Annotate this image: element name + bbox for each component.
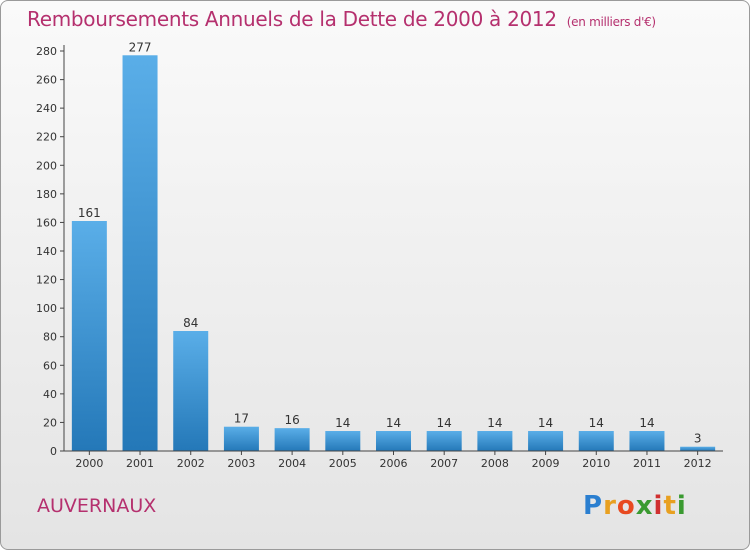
chart-title-text: Remboursements Annuels de la Dette de 20… <box>27 7 557 31</box>
logo-letter: i <box>653 491 664 521</box>
x-tick-label-2007: 2007 <box>430 457 458 470</box>
y-tick-label: 280 <box>36 45 57 58</box>
bar-2012 <box>680 446 716 451</box>
data-label-2001: 277 <box>129 40 152 54</box>
x-tick-label-2009: 2009 <box>532 457 560 470</box>
y-tick-label: 20 <box>43 416 57 429</box>
y-tick-label: 260 <box>36 74 57 87</box>
data-label-2007: 14 <box>437 416 452 430</box>
x-tick-label-2003: 2003 <box>227 457 255 470</box>
proxiti-logo: Proxiti <box>583 491 687 521</box>
data-label-2002: 84 <box>183 316 198 330</box>
x-tick-label-2004: 2004 <box>278 457 306 470</box>
logo-letter: r <box>603 491 617 521</box>
data-label-2011: 14 <box>639 416 654 430</box>
y-axis: 0 20 40 60 80 100 120 140 160 180 200 220 240 260 280 <box>36 45 65 458</box>
data-label-2003: 17 <box>234 412 249 426</box>
y-tick-label: 40 <box>43 388 57 401</box>
y-tick-label: 220 <box>36 131 57 144</box>
x-tick-label-2005: 2005 <box>329 457 357 470</box>
bar-2001 <box>122 55 158 452</box>
x-tick-label-2001: 2001 <box>126 457 154 470</box>
bars <box>71 55 716 452</box>
data-label-2006: 14 <box>386 416 401 430</box>
bar-2007 <box>426 431 462 451</box>
logo-letter: o <box>616 491 636 521</box>
data-label-2010: 14 <box>589 416 604 430</box>
bar-2002 <box>173 331 209 451</box>
bar-2005 <box>325 431 361 451</box>
y-tick-label: 60 <box>43 359 57 372</box>
y-tick-label: 180 <box>36 188 57 201</box>
data-label-2008: 14 <box>487 416 502 430</box>
bar-2009 <box>528 431 564 451</box>
y-tick-label: 0 <box>50 445 57 458</box>
x-axis: 2000 2001 2002 2003 2004 2005 2006 2007 2008 2009… <box>64 450 723 470</box>
y-tick-label: 200 <box>36 159 57 172</box>
data-label-2000: 161 <box>78 206 101 220</box>
data-label-2012: 3 <box>694 432 702 446</box>
data-labels: 161 277 84 17 16 14 14 14 14 14 14 14 3 <box>78 40 702 445</box>
x-tick-label-2011: 2011 <box>633 457 661 470</box>
data-label-2005: 14 <box>335 416 350 430</box>
chart-unit-note: (en milliers d'€) <box>566 15 656 29</box>
bar-2003 <box>223 426 259 451</box>
bar-2004 <box>274 428 310 451</box>
y-tick-label: 120 <box>36 274 57 287</box>
y-tick-label: 240 <box>36 102 57 115</box>
logo-letter: i <box>676 491 687 521</box>
y-tick-label: 160 <box>36 216 57 229</box>
chart-title: Remboursements Annuels de la Dette de 20… <box>27 7 656 31</box>
data-label-2004: 16 <box>284 413 299 427</box>
data-label-2009: 14 <box>538 416 553 430</box>
logo-letter: t <box>663 491 677 521</box>
logo-letter: P <box>583 491 604 521</box>
x-tick-label-2010: 2010 <box>582 457 610 470</box>
commune-name: AUVERNAUX <box>37 495 157 517</box>
bar-2006 <box>376 431 411 451</box>
y-tick-label: 100 <box>36 302 57 315</box>
bar-2008 <box>477 431 513 451</box>
bar-2000 <box>71 221 107 451</box>
x-tick-label-2012: 2012 <box>684 457 712 470</box>
y-tick-label: 140 <box>36 245 57 258</box>
y-tick-label: 80 <box>43 331 57 344</box>
bar-2010 <box>578 431 614 451</box>
x-tick-label-2008: 2008 <box>481 457 509 470</box>
x-tick-label-2002: 2002 <box>177 457 205 470</box>
logo-letter: x <box>635 491 654 521</box>
x-tick-label-2000: 2000 <box>75 457 103 470</box>
bar-2011 <box>629 431 665 451</box>
x-tick-label-2006: 2006 <box>380 457 408 470</box>
